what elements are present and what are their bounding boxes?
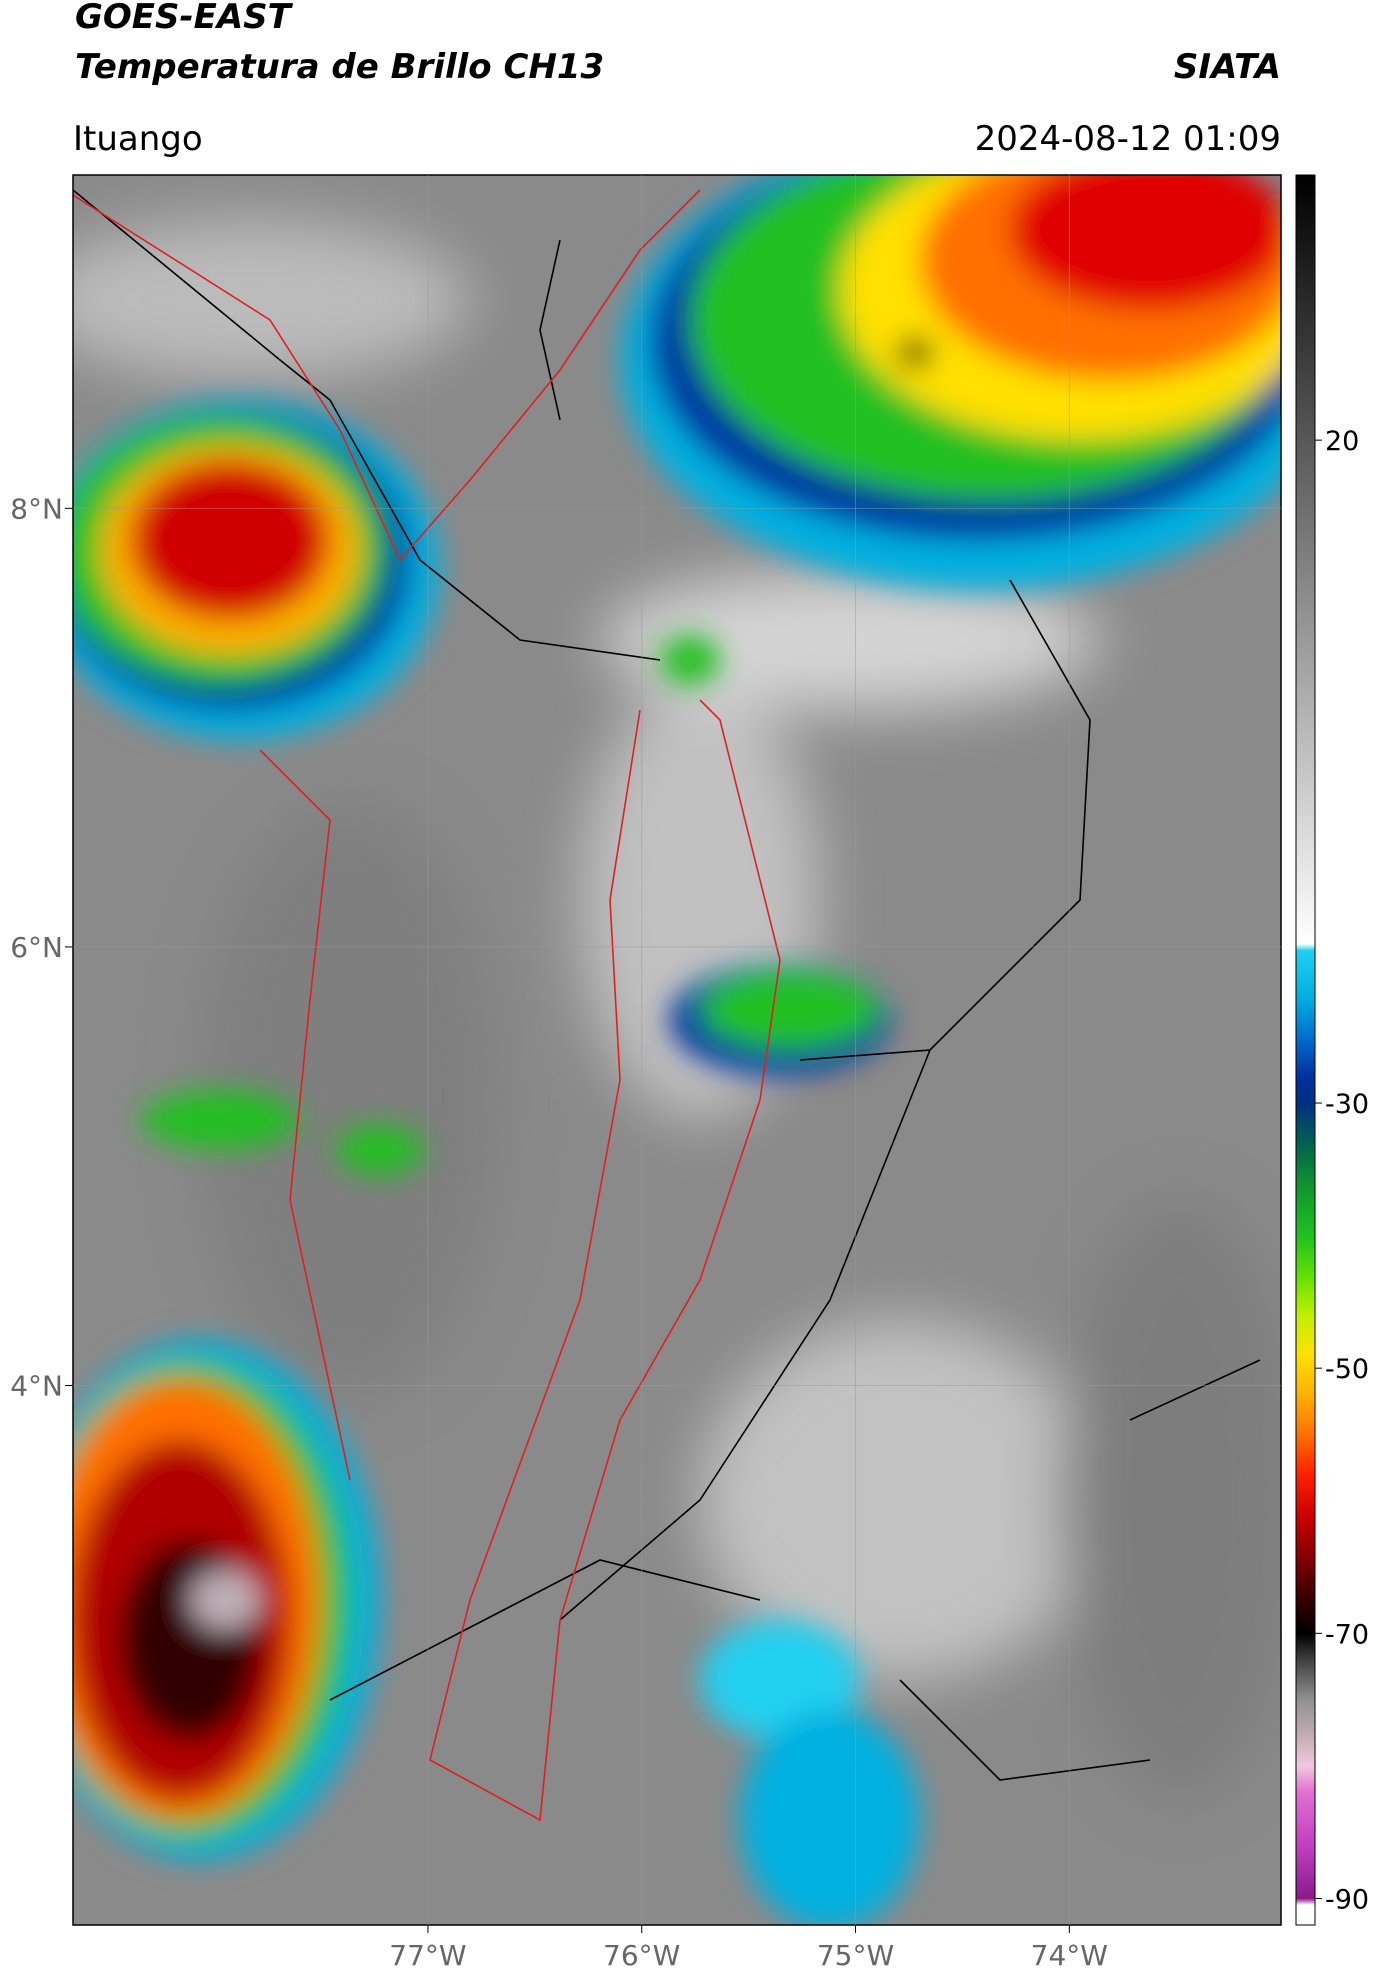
colorbar-tick-label: -90 xyxy=(1325,1884,1369,1915)
timestamp: 2024-08-12 01:09 xyxy=(975,119,1281,159)
colorbar-tick-label: -30 xyxy=(1325,1089,1369,1120)
source: SIATA xyxy=(1174,47,1281,87)
colorbar xyxy=(1295,174,1316,1926)
y-tick-label: 8°N xyxy=(10,492,63,525)
map-image xyxy=(73,175,1281,1925)
title: GOES-EAST xyxy=(75,0,294,37)
location: Ituango xyxy=(73,119,203,159)
x-tick-label: 74°W xyxy=(1031,1939,1108,1972)
subtitle: Temperatura de Brillo CH13 xyxy=(75,47,604,87)
colorbar-tick-label: -70 xyxy=(1325,1619,1369,1650)
colorbar-tick-label: -50 xyxy=(1325,1354,1369,1385)
graticule xyxy=(73,175,1281,1925)
x-tick-label: 76°W xyxy=(603,1939,680,1972)
x-tick-label: 75°W xyxy=(817,1939,894,1972)
y-tick-label: 6°N xyxy=(10,931,63,964)
colorbar-tick-label: 20 xyxy=(1325,426,1359,457)
x-tick-label: 77°W xyxy=(389,1939,466,1972)
y-tick-label: 4°N xyxy=(10,1370,63,1403)
map-frame xyxy=(72,174,1282,1926)
